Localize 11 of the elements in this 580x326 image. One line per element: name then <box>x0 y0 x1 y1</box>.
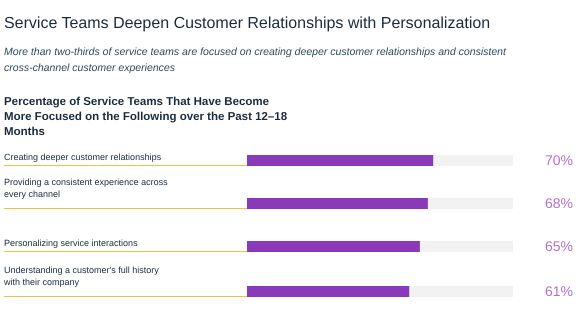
data-label: 68% <box>544 195 573 211</box>
y-tick-label: Personalizing service interactions <box>4 238 138 248</box>
data-label: 65% <box>544 238 573 254</box>
annotation: Percentage of Service Teams That Have Become More Focused on the Following over the Past 12–18 Months <box>4 96 288 138</box>
chart-title: Service Teams Deepen Customer Relationships with Personalization <box>4 15 490 32</box>
y-tick-label: Understanding a customer's full history with their company <box>3 265 160 287</box>
chart-subtitle: More than two-thirds of service teams are focused on creating deeper customer relationships and consistent cross-channel customer experiences <box>4 46 508 74</box>
y-tick-label: Creating deeper customer relationships <box>4 152 162 162</box>
data-label: 70% <box>544 152 573 168</box>
data-label: 61% <box>544 283 573 299</box>
y-tick-label: Providing a consistent experience across every channel <box>4 177 168 199</box>
